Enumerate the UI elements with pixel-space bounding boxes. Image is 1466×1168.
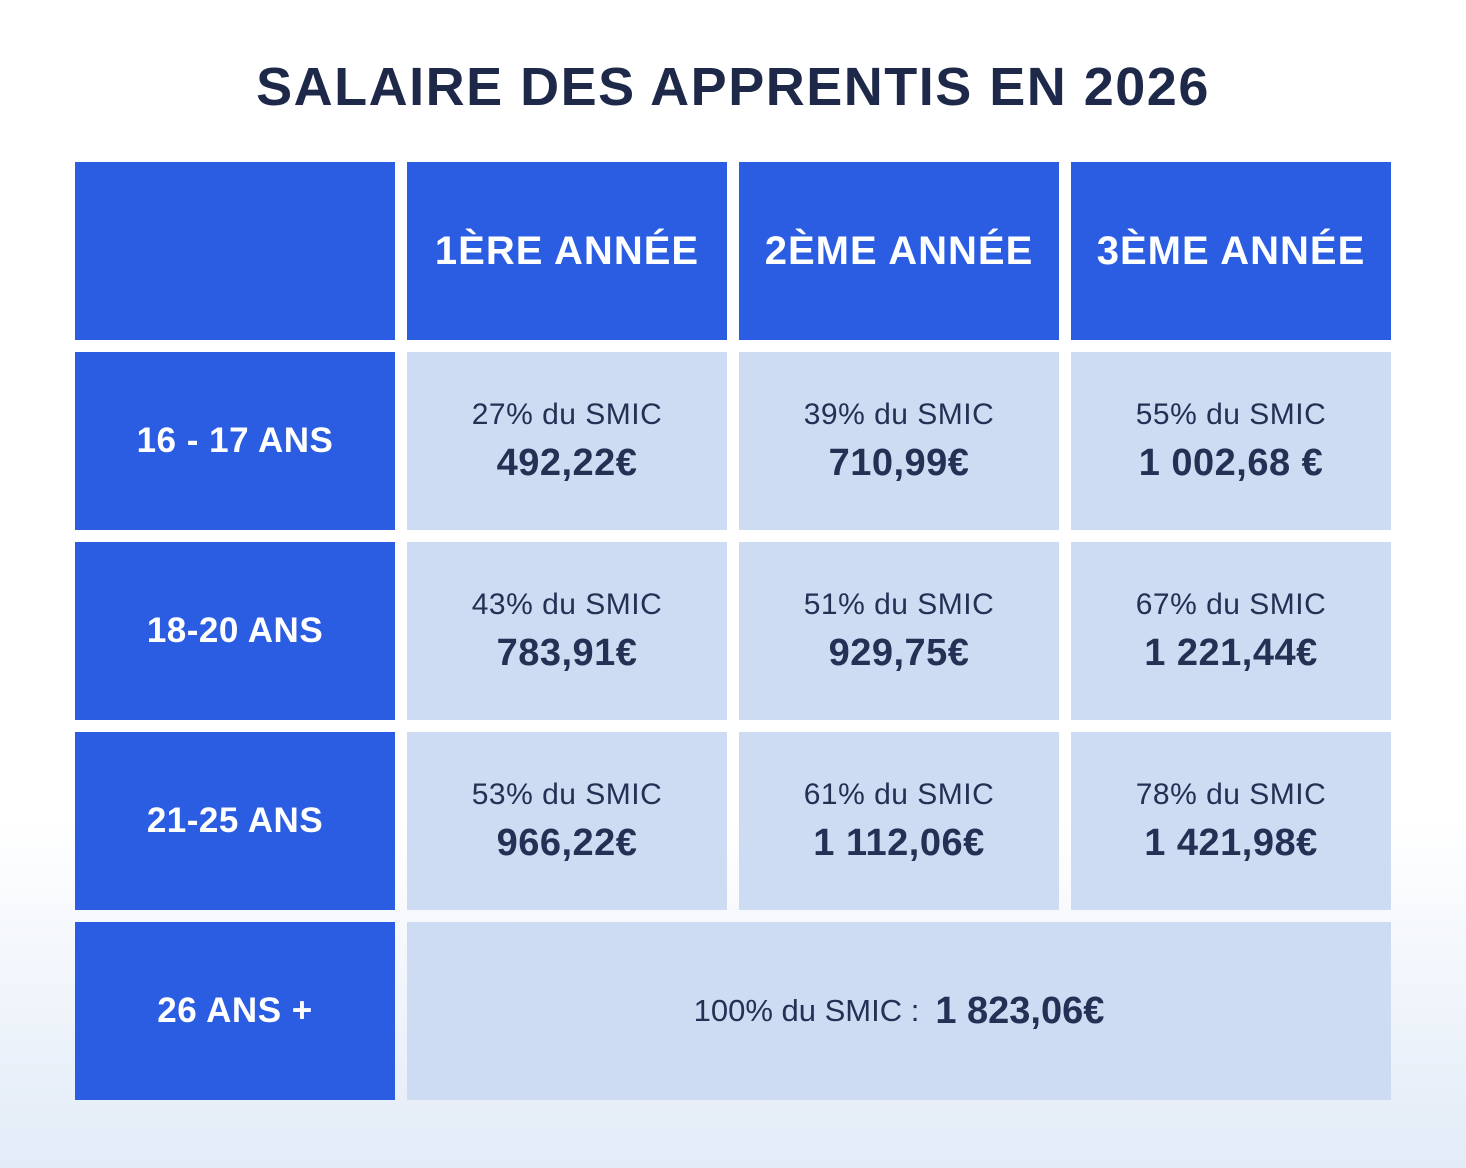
corner-cell [75, 162, 395, 340]
data-cell-16-17-y2: 39% du SMIC 710,99€ [739, 352, 1059, 530]
header-year-1: 1ÈRE ANNÉE [407, 162, 727, 340]
data-cell-18-20-y1: 43% du SMIC 783,91€ [407, 542, 727, 720]
data-cell-16-17-y1: 27% du SMIC 492,22€ [407, 352, 727, 530]
amount-text: 1 112,06€ [813, 821, 985, 864]
amount-text: 783,91€ [496, 631, 638, 674]
data-cell-21-25-y3: 78% du SMIC 1 421,98€ [1071, 732, 1391, 910]
footer-percent-text: 100% du SMIC : [693, 993, 920, 1028]
amount-text: 492,22€ [496, 441, 638, 484]
data-cell-18-20-y2: 51% du SMIC 929,75€ [739, 542, 1059, 720]
data-cell-21-25-y1: 53% du SMIC 966,22€ [407, 732, 727, 910]
amount-text: 1 221,44€ [1144, 631, 1318, 674]
percent-text: 27% du SMIC [471, 397, 663, 431]
data-cell-16-17-y3: 55% du SMIC 1 002,68 € [1071, 352, 1391, 530]
percent-text: 78% du SMIC [1135, 777, 1327, 811]
percent-text: 53% du SMIC [471, 777, 663, 811]
percent-text: 61% du SMIC [803, 777, 995, 811]
percent-text: 39% du SMIC [803, 397, 995, 431]
amount-text: 1 002,68 € [1138, 441, 1324, 484]
amount-text: 929,75€ [828, 631, 970, 674]
row-label-16-17: 16 - 17 ANS [75, 352, 395, 530]
percent-text: 43% du SMIC [471, 587, 663, 621]
header-year-2: 2ÈME ANNÉE [739, 162, 1059, 340]
row-label-26-plus: 26 ANS + [75, 922, 395, 1100]
apprentice-salary-table: 1ÈRE ANNÉE 2ÈME ANNÉE 3ÈME ANNÉE 16 - 17… [75, 162, 1391, 1100]
header-year-3: 3ÈME ANNÉE [1071, 162, 1391, 340]
amount-text: 966,22€ [496, 821, 638, 864]
amount-text: 1 421,98€ [1144, 821, 1318, 864]
percent-text: 67% du SMIC [1135, 587, 1327, 621]
percent-text: 55% du SMIC [1135, 397, 1327, 431]
page-title: SALAIRE DES APPRENTIS EN 2026 [256, 57, 1210, 117]
data-cell-18-20-y3: 67% du SMIC 1 221,44€ [1071, 542, 1391, 720]
row-label-21-25: 21-25 ANS [75, 732, 395, 910]
data-cell-21-25-y2: 61% du SMIC 1 112,06€ [739, 732, 1059, 910]
amount-text: 710,99€ [828, 441, 970, 484]
percent-text: 51% du SMIC [803, 587, 995, 621]
footer-data-cell: 100% du SMIC : 1 823,06€ [407, 922, 1391, 1100]
row-label-18-20: 18-20 ANS [75, 542, 395, 720]
footer-amount-text: 1 823,06€ [935, 989, 1105, 1032]
